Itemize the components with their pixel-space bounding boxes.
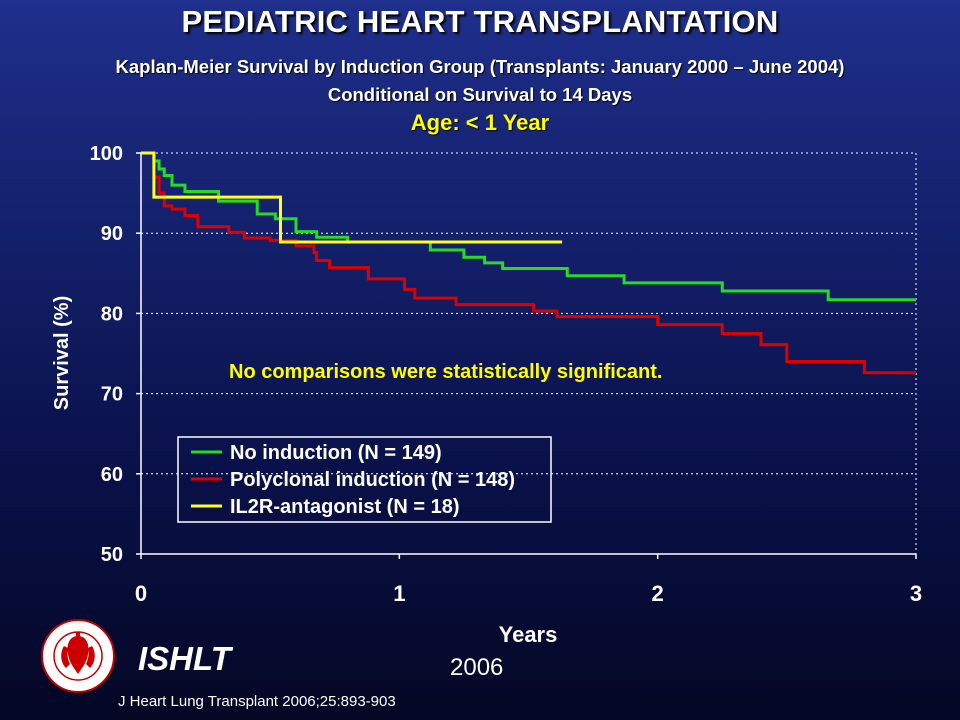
series-polyclonal (141, 151, 916, 375)
y-tick-label: 70 (101, 384, 123, 406)
gridlines (141, 152, 917, 554)
chart-subtitle: Kaplan-Meier Survival by Induction Group… (115, 56, 845, 77)
series-lines (141, 151, 916, 375)
chart-subtitle-condition: Conditional on Survival to 14 Days (327, 84, 633, 105)
y-tick-label: 80 (101, 303, 123, 325)
y-tick-label: 100 (90, 143, 123, 165)
x-tick-label: 2 (652, 581, 664, 606)
series-il2r-antagonist (141, 151, 563, 244)
x-tick-label: 3 (910, 581, 922, 606)
x-tick-label: 1 (393, 581, 405, 606)
legend: No induction (N = 149) Polyclonal inducti… (177, 436, 552, 523)
y-tick-label: 60 (101, 464, 123, 486)
tick-labels: 50 60 70 80 90 100 0 1 2 3 (90, 143, 923, 606)
legend-box (177, 436, 552, 523)
chart-title: PEDIATRIC HEART TRANSPLANTATION (181, 4, 779, 39)
y-axis-label: Survival (%) (51, 296, 73, 410)
ishlt-logo-icon (40, 618, 116, 699)
x-axis-label: Years (499, 622, 558, 647)
legend-label: Polyclonal induction (N = 148) (230, 469, 515, 491)
org-name: ISHLT (138, 640, 231, 677)
significance-annotation: No comparisons were statistically signif… (229, 361, 662, 383)
axes (136, 152, 917, 559)
y-tick-label: 50 (101, 544, 123, 566)
legend-label: IL2R-antagonist (N = 18) (230, 496, 459, 518)
age-group-label: Age: < 1 Year (410, 110, 550, 135)
y-tick-label: 90 (101, 223, 123, 245)
publication-year: 2006 (450, 654, 504, 681)
x-tick-label: 0 (135, 581, 147, 606)
series-no-induction (141, 151, 916, 302)
legend-label: No induction (N = 149) (230, 442, 442, 464)
citation: J Heart Lung Transplant 2006;25:893-903 (118, 693, 396, 710)
